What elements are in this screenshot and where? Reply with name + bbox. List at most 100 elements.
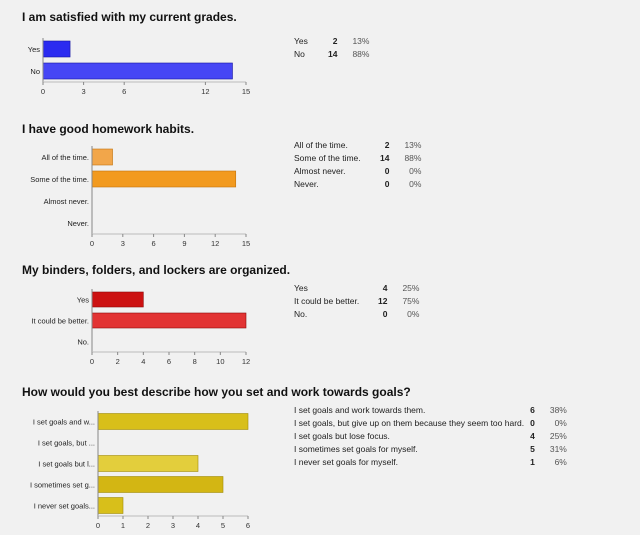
summary-row: I set goals, but give up on them because… bbox=[294, 416, 567, 429]
summary-label: I never set goals for myself. bbox=[294, 456, 398, 467]
x-tick-label: 4 bbox=[141, 357, 145, 366]
summary-count: 4 bbox=[530, 430, 535, 441]
x-tick-label: 8 bbox=[193, 357, 197, 366]
summary-count: 0 bbox=[384, 165, 390, 176]
summary-count: 14 bbox=[328, 48, 338, 59]
category-label: Yes bbox=[77, 296, 89, 305]
x-tick-label: 0 bbox=[90, 357, 94, 366]
summary-count: 14 bbox=[380, 152, 390, 163]
summary-row: No. 0 0% bbox=[294, 307, 419, 320]
summary-row: Yes 2 13% bbox=[294, 34, 369, 47]
summary-percent: 0% bbox=[554, 417, 567, 428]
summary-count: 12 bbox=[378, 295, 388, 306]
category-label: I never set goals... bbox=[34, 502, 95, 511]
summary-row: Yes 4 25% bbox=[294, 281, 419, 294]
summary-table-goals: I set goals and work towards them. 6 38% I … bbox=[294, 403, 567, 468]
bar-chart-goals: I set goals and w... I set goals, but ...… bbox=[30, 411, 250, 530]
chart-title: My binders, folders, and lockers are org… bbox=[22, 263, 291, 277]
summary-percent: 0% bbox=[409, 165, 422, 176]
summary-percent: 0% bbox=[409, 178, 422, 189]
x-tick-label: 4 bbox=[196, 521, 200, 530]
summary-count: 2 bbox=[332, 35, 338, 46]
summary-row: Never. 0 0% bbox=[294, 177, 421, 190]
summary-row: Some of the time. 14 88% bbox=[294, 151, 421, 164]
bar-chart-organized: Yes It could be better. No. 0 2 4 6 8 10 12 bbox=[31, 289, 250, 366]
category-label: Some of the time. bbox=[30, 175, 89, 184]
x-tick-label: 9 bbox=[182, 239, 186, 248]
x-tick-label: 12 bbox=[211, 239, 219, 248]
summary-label: I set goals but lose focus. bbox=[294, 430, 390, 441]
summary-label: It could be better. bbox=[294, 295, 360, 306]
summary-table-grades: Yes 2 13% No 14 88% bbox=[294, 34, 369, 60]
chart-title: I am satisfied with my current grades. bbox=[22, 10, 237, 24]
x-tick-label: 2 bbox=[146, 521, 150, 530]
category-label: I set goals, but ... bbox=[38, 439, 95, 448]
summary-row: I set goals but lose focus. 4 25% bbox=[294, 429, 567, 442]
bar bbox=[91, 148, 113, 166]
x-tick-label: 6 bbox=[122, 87, 126, 96]
summary-label: I set goals, but give up on them because… bbox=[294, 417, 525, 428]
category-label: I set goals but l... bbox=[38, 460, 95, 469]
x-tick-label: 5 bbox=[221, 521, 225, 530]
summary-percent: 88% bbox=[404, 152, 422, 163]
category-label: I sometimes set g... bbox=[30, 481, 95, 490]
summary-row: All of the time. 2 13% bbox=[294, 138, 421, 151]
chart-title: How would you best describe how you set … bbox=[22, 385, 411, 399]
summary-percent: 25% bbox=[549, 430, 567, 441]
summary-label: I set goals and work towards them. bbox=[294, 404, 426, 415]
summary-percent: 6% bbox=[554, 456, 567, 467]
category-label: It could be better. bbox=[31, 317, 89, 326]
category-label: No. bbox=[77, 338, 89, 347]
bar bbox=[97, 497, 124, 514]
summary-table-organized: Yes 4 25% It could be better. 12 75% No. 0 0% bbox=[294, 281, 419, 320]
summary-percent: 88% bbox=[352, 48, 370, 59]
x-tick-label: 0 bbox=[96, 521, 100, 530]
summary-percent: 75% bbox=[402, 295, 420, 306]
category-label: All of the time. bbox=[41, 153, 89, 162]
x-tick-label: 12 bbox=[242, 357, 250, 366]
summary-label: Almost never. bbox=[294, 165, 346, 176]
summary-row: I set goals and work towards them. 6 38% bbox=[294, 403, 567, 416]
bar bbox=[97, 455, 199, 472]
bar bbox=[91, 312, 247, 329]
category-label: No bbox=[30, 67, 40, 76]
summary-row: No 14 88% bbox=[294, 47, 369, 60]
bar bbox=[97, 413, 249, 430]
summary-label: No. bbox=[294, 308, 308, 319]
bar bbox=[42, 62, 233, 80]
summary-percent: 31% bbox=[549, 443, 567, 454]
summary-percent: 25% bbox=[402, 282, 420, 293]
summary-label: Some of the time. bbox=[294, 152, 361, 163]
summary-percent: 38% bbox=[549, 404, 567, 415]
x-tick-label: 2 bbox=[116, 357, 120, 366]
x-tick-label: 0 bbox=[90, 239, 94, 248]
summary-percent: 13% bbox=[352, 35, 370, 46]
summary-percent: 0% bbox=[407, 308, 420, 319]
x-tick-label: 12 bbox=[201, 87, 209, 96]
summary-percent: 13% bbox=[404, 139, 422, 150]
summary-row: It could be better. 12 75% bbox=[294, 294, 419, 307]
bar bbox=[91, 170, 237, 188]
bar bbox=[97, 476, 224, 493]
summary-count: 0 bbox=[384, 178, 390, 189]
x-tick-label: 6 bbox=[167, 357, 171, 366]
x-tick-label: 3 bbox=[121, 239, 125, 248]
x-tick-label: 15 bbox=[242, 239, 250, 248]
summary-label: No bbox=[294, 48, 305, 59]
x-tick-label: 6 bbox=[246, 521, 250, 530]
bar bbox=[91, 291, 144, 308]
summary-label: Yes bbox=[294, 282, 308, 293]
chart-title: I have good homework habits. bbox=[22, 122, 195, 136]
bar bbox=[42, 40, 71, 58]
x-tick-label: 0 bbox=[41, 87, 45, 96]
summary-label: I sometimes set goals for myself. bbox=[294, 443, 418, 454]
x-tick-label: 10 bbox=[216, 357, 224, 366]
summary-count: 0 bbox=[530, 417, 535, 428]
summary-count: 2 bbox=[384, 139, 390, 150]
x-tick-label: 3 bbox=[171, 521, 175, 530]
x-tick-label: 15 bbox=[242, 87, 250, 96]
bar-chart-homework: All of the time. Some of the time. Almost … bbox=[30, 146, 250, 248]
summary-label: Yes bbox=[294, 35, 308, 46]
summary-count: 1 bbox=[530, 456, 535, 467]
summary-row: I never set goals for myself. 1 6% bbox=[294, 455, 567, 468]
